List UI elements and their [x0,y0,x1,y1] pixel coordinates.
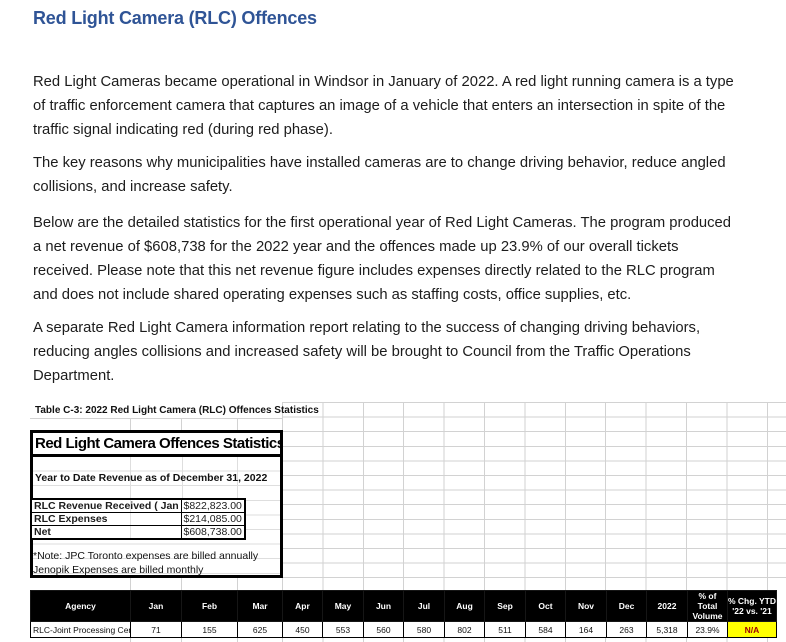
value-oct: 584 [525,621,566,638]
value-pct-chg: N/A [727,621,777,638]
sheet-title-box: Red Light Camera Offences Statistics [30,430,283,457]
header-2022: 2022 [646,590,688,622]
table-row: RLC Expenses $214,085.00 [30,512,246,526]
paragraph-reasons: The key reasons why municipalities have … [33,155,726,195]
value-aug: 802 [444,621,485,638]
rlc-expenses-label: RLC Expenses [30,512,182,526]
value-2022-total: 5,318 [646,621,688,638]
ytd-revenue-heading: Year to Date Revenue as of December 31, … [35,472,268,484]
revenue-table: RLC Revenue Received ( Jan to Decem $822… [30,498,246,540]
net-label: Net [30,525,182,540]
value-mar: 625 [237,621,283,638]
value-jul: 580 [403,621,445,638]
amount: 214,085.00 [189,513,242,525]
header-apr: Apr [282,590,323,622]
header-jul: Jul [403,590,445,622]
value-apr: 450 [282,621,323,638]
paragraph-statistics: Below are the detailed statistics for th… [33,215,732,303]
table-row: RLC Revenue Received ( Jan to Decem $822… [30,498,246,513]
value-dec: 263 [606,621,647,638]
page-title: Red Light Camera (RLC) Offences [33,8,317,28]
header-jan: Jan [130,590,182,622]
header-may: May [322,590,364,622]
sheet-gridlines-row-strip [30,419,282,432]
value-jun: 560 [363,621,404,638]
agency-name: RLC-Joint Processing Centre [30,621,131,638]
rlc-expenses-value: $214,085.00 [180,512,246,526]
paragraph-separate-report: A separate Red Light Camera information … [33,320,701,384]
note-jenopik: Jenopik Expenses are billed monthly [33,564,204,576]
header-mar: Mar [237,590,283,622]
sheet-gridlines-right [282,402,786,590]
spreadsheet-region: Table C-3: 2022 Red Light Camera (RLC) O… [0,402,786,642]
sheet-gridlines-row-strip [30,576,282,590]
header-nov: Nov [565,590,607,622]
value-jan: 71 [130,621,182,638]
value-may: 553 [322,621,364,638]
revenue-received-label: RLC Revenue Received ( Jan to Decem [30,498,182,513]
currency-symbol: $ [183,513,190,525]
amount: 608,738.00 [189,526,242,538]
header-jun: Jun [363,590,404,622]
revenue-received-value: $822,823.00 [180,498,246,513]
value-feb: 155 [181,621,238,638]
header-oct: Oct [525,590,566,622]
table-caption: Table C-3: 2022 Red Light Camera (RLC) O… [30,402,319,419]
sheet-gridlines-inner [33,457,280,499]
currency-symbol: $ [183,526,190,538]
header-agency: Agency [30,590,131,622]
net-value: $608,738.00 [180,525,246,540]
table-row: Net $608,738.00 [30,525,246,540]
header-pct-chg-ytd: % Chg. YTD '22 vs. '21 [727,590,777,622]
stats-header-row: Agency Jan Feb Mar Apr May Jun Jul Aug S… [30,590,777,622]
header-dec: Dec [606,590,647,622]
header-aug: Aug [444,590,485,622]
paragraph-intro: Red Light Cameras became operational in … [33,74,734,138]
note-jpc-toronto: *Note: JPC Toronto expenses are billed a… [33,550,259,562]
amount: 822,823.00 [189,500,242,512]
stats-data-row: RLC-Joint Processing Centre 71 155 625 4… [30,621,777,638]
value-nov: 164 [565,621,607,638]
header-sep: Sep [484,590,526,622]
value-pct-total: 23.9% [687,621,728,638]
offences-statistics-table: Agency Jan Feb Mar Apr May Jun Jul Aug S… [30,590,777,638]
currency-symbol: $ [183,500,190,512]
header-pct-total-volume: % of Total Volume [687,590,728,622]
header-feb: Feb [181,590,238,622]
value-sep: 511 [484,621,526,638]
